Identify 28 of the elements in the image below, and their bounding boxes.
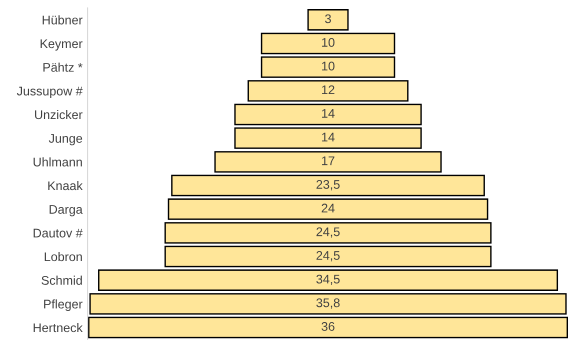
data-label: 14 bbox=[322, 132, 335, 142]
category-label: Hertneck bbox=[34, 323, 83, 332]
category-label: Dautov # bbox=[34, 228, 83, 238]
data-label: 14 bbox=[322, 109, 335, 118]
data-label: 12 bbox=[322, 85, 334, 94]
category-label: Pähtz * bbox=[43, 62, 82, 72]
category-label: Keymer bbox=[40, 39, 82, 51]
data-label: 10 bbox=[322, 62, 334, 71]
data-label: 23,5 bbox=[316, 180, 340, 190]
data-label: 17 bbox=[322, 156, 334, 166]
data-label: 10 bbox=[322, 38, 334, 47]
data-label: 34,5 bbox=[316, 274, 340, 286]
category-label: Schmid bbox=[42, 276, 82, 285]
category-label: Pfleger bbox=[44, 299, 82, 311]
category-label: Knaak bbox=[48, 180, 83, 190]
data-label: 24,5 bbox=[316, 251, 340, 262]
data-label: 36 bbox=[322, 322, 334, 331]
data-label: 35,8 bbox=[316, 298, 340, 309]
category-label: Uhlmann bbox=[34, 157, 82, 166]
category-label: Junge bbox=[48, 134, 82, 146]
data-label: 24 bbox=[322, 204, 335, 212]
category-label: Darga bbox=[50, 205, 83, 216]
data-label: 3 bbox=[325, 14, 331, 24]
category-label: Hübner bbox=[42, 15, 82, 24]
category-label: Unzicker bbox=[35, 110, 82, 120]
data-label: 24,5 bbox=[316, 227, 340, 238]
category-label: Lobron bbox=[44, 252, 82, 262]
category-label: Jussupow # bbox=[16, 86, 83, 98]
